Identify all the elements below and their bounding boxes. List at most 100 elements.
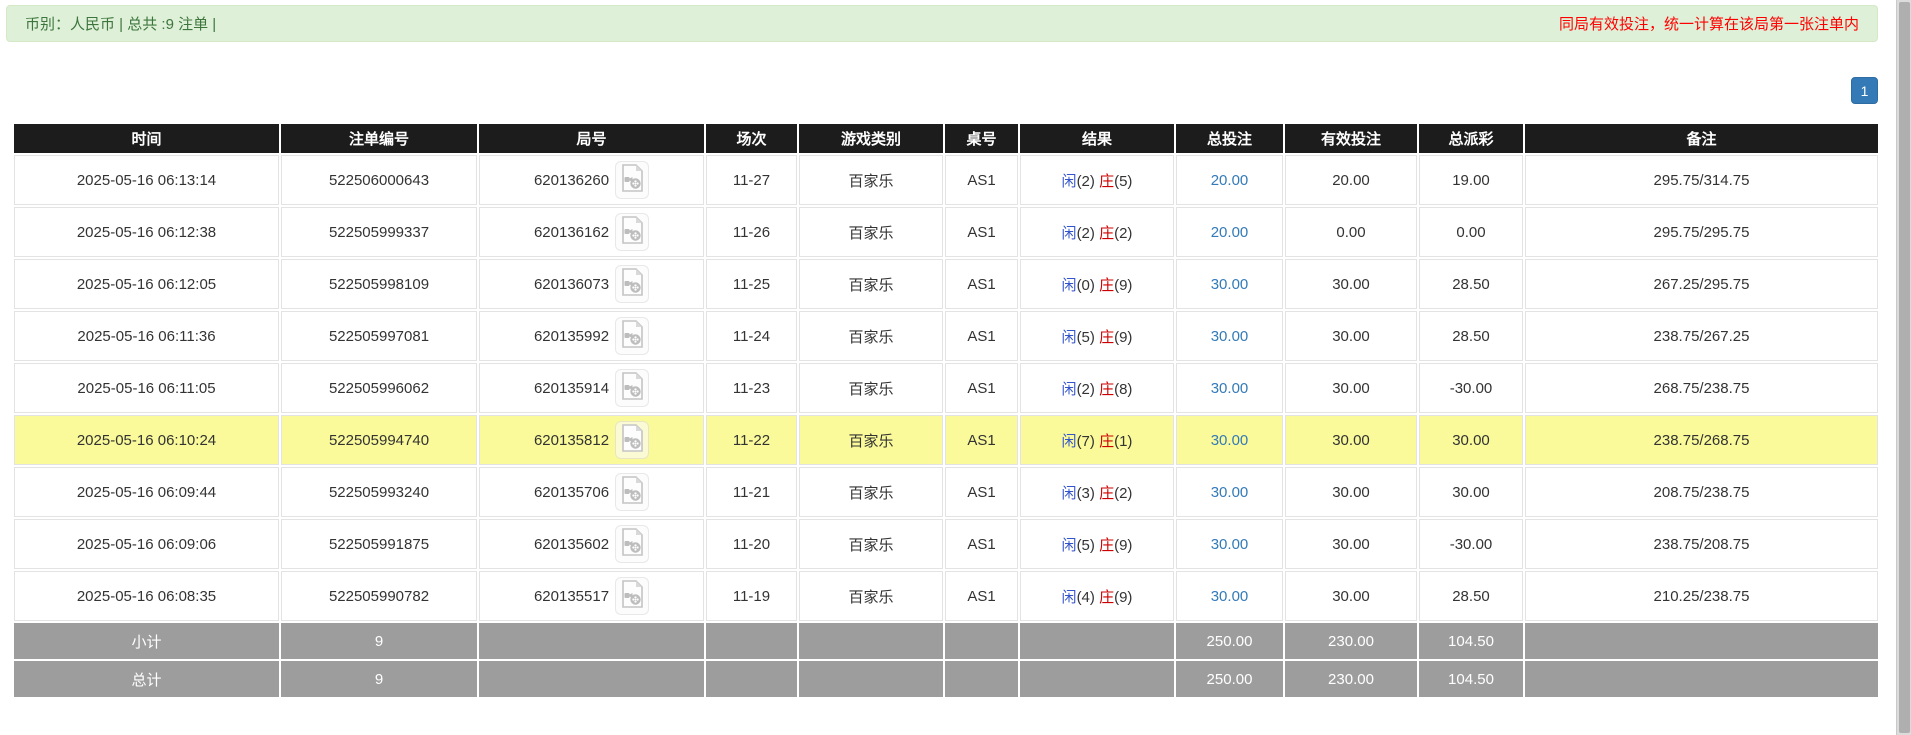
cell-game-type: 百家乐 [799, 259, 943, 309]
cell-result: 闲(4) 庄(9) [1020, 571, 1174, 621]
column-header-game-type: 游戏类别 [799, 124, 943, 153]
cell-result: 闲(5) 庄(9) [1020, 311, 1174, 361]
total-bet-link[interactable]: 20.00 [1210, 171, 1249, 189]
video-replay-button[interactable] [615, 213, 650, 251]
cell-remark: 238.75/267.25 [1525, 311, 1878, 361]
cell-payout: 28.50 [1419, 259, 1523, 309]
grand-total-valid-bet: 230.00 [1285, 661, 1417, 697]
result-player-label: 闲 [1061, 172, 1077, 190]
table-row: 2025-05-16 06:11:05 522505996062 6201359… [14, 363, 1878, 413]
cell-bet-id: 522506000643 [281, 155, 477, 205]
table-row: 2025-05-16 06:09:06 522505991875 6201356… [14, 519, 1878, 569]
game-no-value: 620135602 [533, 535, 610, 553]
cell-session: 11-21 [706, 467, 797, 517]
table-row: 2025-05-16 06:12:38 522505999337 6201361… [14, 207, 1878, 257]
video-file-icon [620, 528, 644, 560]
result-player-label: 闲 [1061, 328, 1077, 346]
total-bet-link[interactable]: 30.00 [1210, 379, 1249, 397]
total-bet-link[interactable]: 30.00 [1210, 535, 1249, 553]
video-replay-button[interactable] [615, 525, 650, 563]
column-header-time: 时间 [14, 124, 279, 153]
cell-total-bet: 20.00 [1176, 207, 1283, 257]
column-header-session: 场次 [706, 124, 797, 153]
cell-table-no: AS1 [945, 571, 1018, 621]
total-bet-link[interactable]: 30.00 [1210, 483, 1249, 501]
betting-records-table: 时间 注单编号 局号 场次 游戏类别 桌号 结果 总投注 有效投注 总派彩 备注… [12, 122, 1880, 699]
game-no-value: 620135706 [533, 483, 610, 501]
table-row: 2025-05-16 06:10:24 522505994740 6201358… [14, 415, 1878, 465]
cell-table-no: AS1 [945, 311, 1018, 361]
table-footer: 小计 9 250.00 230.00 104.50 总计 9 250.00 23… [14, 623, 1878, 697]
cell-game-no: 620135992 [479, 311, 704, 361]
cell-session: 11-22 [706, 415, 797, 465]
cell-valid-bet: 30.00 [1285, 259, 1417, 309]
cell-total-bet: 30.00 [1176, 519, 1283, 569]
cell-payout: 30.00 [1419, 467, 1523, 517]
result-banker-score: (5) [1114, 172, 1133, 190]
result-banker-label: 庄 [1099, 224, 1115, 242]
cell-remark: 238.75/268.75 [1525, 415, 1878, 465]
table-row: 2025-05-16 06:12:05 522505998109 6201360… [14, 259, 1878, 309]
total-bet-link[interactable]: 30.00 [1210, 587, 1249, 605]
cell-remark: 295.75/314.75 [1525, 155, 1878, 205]
total-bet-link[interactable]: 30.00 [1210, 431, 1249, 449]
total-bet-link[interactable]: 30.00 [1210, 275, 1249, 293]
subtotal-count: 9 [281, 623, 477, 659]
cell-session: 11-26 [706, 207, 797, 257]
column-header-remark: 备注 [1525, 124, 1878, 153]
subtotal-valid-bet: 230.00 [1285, 623, 1417, 659]
video-replay-button[interactable] [615, 421, 650, 459]
subtotal-total-bet: 250.00 [1176, 623, 1283, 659]
table-row: 2025-05-16 06:09:44 522505993240 6201357… [14, 467, 1878, 517]
video-replay-button[interactable] [615, 317, 650, 355]
cell-session: 11-20 [706, 519, 797, 569]
cell-game-no: 620136260 [479, 155, 704, 205]
cell-total-bet: 20.00 [1176, 155, 1283, 205]
cell-remark: 238.75/208.75 [1525, 519, 1878, 569]
scrollbar-thumb[interactable] [1899, 2, 1910, 733]
video-replay-button[interactable] [615, 577, 650, 615]
column-header-game-no: 局号 [479, 124, 704, 153]
game-no-value: 620136162 [533, 223, 610, 241]
vertical-scrollbar[interactable] [1896, 0, 1911, 735]
video-replay-button[interactable] [615, 265, 650, 303]
cell-session: 11-19 [706, 571, 797, 621]
column-header-result: 结果 [1020, 124, 1174, 153]
cell-time: 2025-05-16 06:09:06 [14, 519, 279, 569]
grand-total-payout: 104.50 [1419, 661, 1523, 697]
result-player-score: (7) [1076, 432, 1095, 450]
video-replay-button[interactable] [615, 161, 650, 199]
cell-total-bet: 30.00 [1176, 363, 1283, 413]
cell-time: 2025-05-16 06:12:38 [14, 207, 279, 257]
column-header-total-bet: 总投注 [1176, 124, 1283, 153]
video-replay-button[interactable] [615, 473, 650, 511]
game-no-value: 620135812 [533, 431, 610, 449]
currency-summary-text: 币别：人民币 | 总共 :9 注单 | [25, 16, 217, 33]
result-banker-label: 庄 [1099, 536, 1115, 554]
cell-valid-bet: 0.00 [1285, 207, 1417, 257]
cell-payout: 28.50 [1419, 571, 1523, 621]
video-file-icon [620, 164, 644, 196]
total-bet-link[interactable]: 20.00 [1210, 223, 1249, 241]
result-banker-score: (2) [1114, 224, 1133, 242]
cell-bet-id: 522505993240 [281, 467, 477, 517]
cell-time: 2025-05-16 06:10:24 [14, 415, 279, 465]
cell-game-no: 620135602 [479, 519, 704, 569]
summary-banner: 币别：人民币 | 总共 :9 注单 | 同局有效投注，统一计算在该局第一张注单内 [6, 5, 1878, 42]
cell-valid-bet: 30.00 [1285, 519, 1417, 569]
grand-total-row: 总计 9 250.00 230.00 104.50 [14, 661, 1878, 697]
pagination-page-1-button[interactable]: 1 [1851, 77, 1878, 104]
cell-payout: 19.00 [1419, 155, 1523, 205]
cell-result: 闲(3) 庄(2) [1020, 467, 1174, 517]
total-bet-link[interactable]: 30.00 [1210, 327, 1249, 345]
cell-total-bet: 30.00 [1176, 467, 1283, 517]
result-player-label: 闲 [1061, 276, 1077, 294]
cell-remark: 210.25/238.75 [1525, 571, 1878, 621]
cell-bet-id: 522505991875 [281, 519, 477, 569]
cell-table-no: AS1 [945, 155, 1018, 205]
result-player-score: (3) [1076, 484, 1095, 502]
video-replay-button[interactable] [615, 369, 650, 407]
result-banker-score: (9) [1114, 328, 1133, 346]
result-banker-label: 庄 [1099, 172, 1115, 190]
